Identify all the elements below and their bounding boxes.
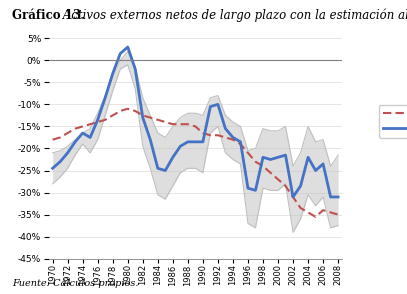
Text: Gráfico 13.: Gráfico 13.: [12, 9, 85, 22]
AENF: [163, 120, 168, 124]
AENF: [50, 138, 55, 141]
AENF: [103, 118, 107, 122]
AENF: [298, 206, 303, 210]
AENF: [200, 131, 205, 135]
AEN/Y: [313, 169, 318, 172]
AENF: [65, 131, 70, 135]
AEN/Y: [140, 116, 145, 119]
Text: Activos externos netos de largo plazo con la estimación alternativa: Activos externos netos de largo plazo co…: [59, 9, 407, 22]
AEN/Y: [178, 144, 183, 148]
AEN/Y: [200, 140, 205, 144]
AEN/Y: [148, 138, 153, 141]
AEN/Y: [103, 96, 107, 99]
AEN/Y: [50, 166, 55, 170]
AENF: [253, 160, 258, 163]
AEN/Y: [155, 166, 160, 170]
AEN/Y: [321, 162, 326, 166]
Line: AENF: AENF: [53, 109, 338, 217]
AENF: [155, 118, 160, 122]
AEN/Y: [260, 156, 265, 159]
AEN/Y: [80, 131, 85, 135]
AENF: [328, 211, 333, 214]
AENF: [321, 208, 326, 212]
AENF: [125, 107, 130, 111]
AEN/Y: [223, 127, 228, 131]
AEN/Y: [208, 105, 213, 108]
AEN/Y: [253, 189, 258, 192]
AENF: [223, 136, 228, 139]
AENF: [238, 142, 243, 146]
AEN/Y: [163, 169, 168, 172]
AENF: [336, 213, 341, 216]
AEN/Y: [276, 156, 280, 159]
AENF: [215, 133, 220, 137]
AENF: [140, 113, 145, 117]
AENF: [88, 122, 93, 126]
AEN/Y: [283, 153, 288, 157]
Text: Fuente: Cálculos propios.: Fuente: Cálculos propios.: [12, 279, 139, 288]
AEN/Y: [328, 195, 333, 199]
AEN/Y: [298, 184, 303, 188]
AEN/Y: [306, 156, 311, 159]
AEN/Y: [245, 186, 250, 190]
AEN/Y: [110, 72, 115, 75]
AEN/Y: [133, 67, 138, 71]
AENF: [118, 109, 123, 113]
AENF: [178, 122, 183, 126]
AENF: [193, 125, 198, 128]
AENF: [291, 195, 295, 199]
AENF: [276, 178, 280, 181]
Legend: AENF, AEN/Y: AENF, AEN/Y: [379, 105, 407, 138]
AEN/Y: [88, 136, 93, 139]
AEN/Y: [65, 151, 70, 155]
AENF: [306, 211, 311, 214]
AEN/Y: [58, 160, 63, 163]
AENF: [148, 116, 153, 119]
AENF: [110, 113, 115, 117]
AEN/Y: [268, 158, 273, 161]
AEN/Y: [291, 195, 295, 199]
AENF: [73, 127, 78, 131]
AEN/Y: [230, 136, 235, 139]
AENF: [58, 136, 63, 139]
AENF: [245, 151, 250, 155]
AEN/Y: [73, 140, 78, 144]
AENF: [133, 109, 138, 113]
AENF: [260, 164, 265, 168]
AENF: [283, 184, 288, 188]
AENF: [268, 171, 273, 175]
AEN/Y: [95, 118, 100, 122]
AENF: [95, 120, 100, 124]
AENF: [230, 138, 235, 141]
AEN/Y: [125, 45, 130, 49]
AEN/Y: [171, 156, 175, 159]
AENF: [171, 122, 175, 126]
AEN/Y: [118, 52, 123, 55]
AENF: [186, 122, 190, 126]
Line: AEN/Y: AEN/Y: [53, 47, 338, 197]
AEN/Y: [238, 140, 243, 144]
AEN/Y: [336, 195, 341, 199]
AENF: [208, 133, 213, 137]
AEN/Y: [193, 140, 198, 144]
AENF: [80, 125, 85, 128]
AEN/Y: [215, 103, 220, 106]
AEN/Y: [186, 140, 190, 144]
AENF: [313, 215, 318, 219]
